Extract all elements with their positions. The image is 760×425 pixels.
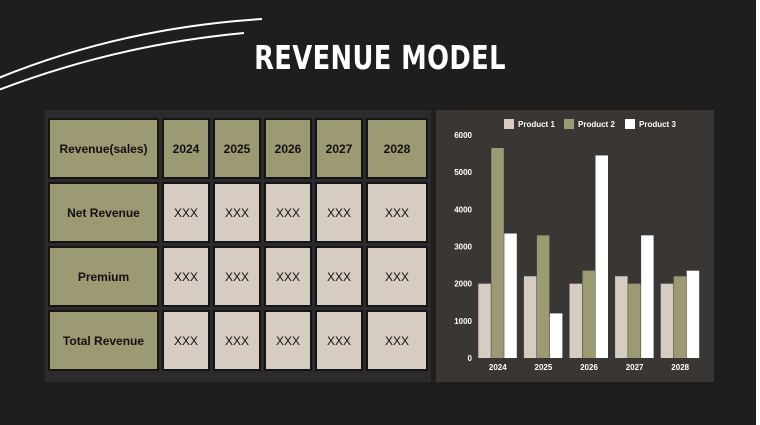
y-tick-label: 1000 xyxy=(454,317,472,326)
y-tick-label: 0 xyxy=(468,354,473,363)
x-tick-label: 2027 xyxy=(626,363,644,372)
table-cell: XXX xyxy=(366,246,428,307)
legend-label-product-2: Product 2 xyxy=(578,119,615,129)
legend-item-product-1: Product 1 xyxy=(504,119,555,129)
row-label-premium: Premium xyxy=(48,246,159,307)
legend-item-product-3: Product 3 xyxy=(625,119,676,129)
table-cell: XXX xyxy=(366,182,428,243)
bar-product-1-2026 xyxy=(569,283,582,358)
header-year-2025: 2025 xyxy=(213,118,261,179)
bar-product-1-2027 xyxy=(615,276,628,358)
header-year-2027: 2027 xyxy=(315,118,363,179)
y-tick-label: 6000 xyxy=(454,131,472,140)
table-cell: XXX xyxy=(264,182,312,243)
y-tick-label: 3000 xyxy=(454,243,472,252)
x-tick-label: 2025 xyxy=(535,363,553,372)
legend-label-product-3: Product 3 xyxy=(639,119,676,129)
decorative-swoosh-lines xyxy=(0,18,263,91)
y-tick-label: 2000 xyxy=(454,280,472,289)
table-cell: XXX xyxy=(366,310,428,371)
table-cell: XXX xyxy=(213,310,261,371)
table-cell: XXX xyxy=(162,310,210,371)
bar-product-3-2026 xyxy=(595,155,608,358)
chart-legend: Product 1 Product 2 Product 3 xyxy=(436,119,714,133)
x-tick-label: 2024 xyxy=(489,363,507,372)
bar-product-2-2027 xyxy=(628,283,641,358)
header-year-2024: 2024 xyxy=(162,118,210,179)
row-label-net-revenue: Net Revenue xyxy=(48,182,159,243)
bar-product-1-2024 xyxy=(478,283,491,358)
table-cell: XXX xyxy=(162,182,210,243)
legend-swatch-product-2 xyxy=(564,119,574,129)
bar-product-2-2024 xyxy=(491,148,504,358)
bar-product-3-2027 xyxy=(641,235,654,358)
table-cell: XXX xyxy=(213,182,261,243)
table-cell: XXX xyxy=(315,182,363,243)
bar-product-1-2025 xyxy=(523,276,537,358)
table-row: Net Revenue XXX XXX XXX XXX XXX xyxy=(48,182,428,243)
x-tick-label: 2028 xyxy=(671,363,689,372)
table-row: Total Revenue XXX XXX XXX XXX XXX xyxy=(48,310,428,371)
table-cell: XXX xyxy=(315,246,363,307)
y-tick-label: 5000 xyxy=(454,168,472,177)
legend-item-product-2: Product 2 xyxy=(564,119,615,129)
bar-product-1-2028 xyxy=(660,283,674,358)
bar-product-3-2028 xyxy=(686,270,700,358)
table-cell: XXX xyxy=(264,246,312,307)
legend-label-product-1: Product 1 xyxy=(518,119,555,129)
table-cell: XXX xyxy=(264,310,312,371)
revenue-table: Revenue(sales) 2024 2025 2026 2027 2028 … xyxy=(45,115,431,374)
y-tick-label: 4000 xyxy=(454,205,472,214)
bar-product-2-2026 xyxy=(582,270,595,358)
table-cell: XXX xyxy=(213,246,261,307)
row-label-total-revenue: Total Revenue xyxy=(48,310,159,371)
header-revenue-sales: Revenue(sales) xyxy=(48,118,159,179)
header-year-2028: 2028 xyxy=(366,118,428,179)
legend-swatch-product-3 xyxy=(625,119,635,129)
bar-chart: 0 1000 2000 3000 4000 5000 6000 2024 2025 2026 202… xyxy=(454,131,700,372)
header-year-2026: 2026 xyxy=(264,118,312,179)
x-tick-label: 2026 xyxy=(580,363,598,372)
table-cell: XXX xyxy=(162,246,210,307)
bar-product-3-2024 xyxy=(504,233,517,358)
revenue-table-panel: Revenue(sales) 2024 2025 2026 2027 2028 … xyxy=(45,110,431,382)
table-header-row: Revenue(sales) 2024 2025 2026 2027 2028 xyxy=(48,118,428,179)
table-cell: XXX xyxy=(315,310,363,371)
page-title: REVENUE MODEL xyxy=(254,38,506,77)
bar-chart-panel: Product 1 Product 2 Product 3 0 1000 2000 3… xyxy=(436,110,714,382)
legend-swatch-product-1 xyxy=(504,119,514,129)
bar-product-2-2028 xyxy=(673,276,687,358)
bar-product-2-2025 xyxy=(536,235,550,358)
bar-product-3-2025 xyxy=(549,313,563,358)
table-row: Premium XXX XXX XXX XXX XXX xyxy=(48,246,428,307)
